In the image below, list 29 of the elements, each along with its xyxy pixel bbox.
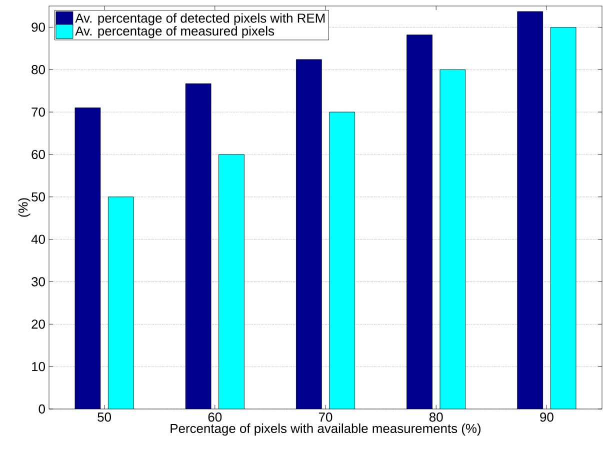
y-tick-label: 90 (32, 22, 45, 32)
bar (517, 11, 544, 409)
bar (550, 27, 576, 409)
x-axis-title: Percentage of pixels with available measurements (%) (170, 424, 480, 436)
y-tick-label: 10 (32, 362, 45, 372)
y-tick-label: 30 (32, 277, 45, 286)
legend-label: Av. percentage of detected pixels with REM (75, 13, 325, 26)
bar (185, 83, 212, 409)
bar (440, 69, 466, 409)
bar (218, 154, 244, 409)
legend-label: Av. percentage of measured pixels (75, 26, 274, 38)
bar (406, 34, 432, 409)
bar (329, 112, 356, 409)
x-tick-label: 50 (98, 412, 111, 422)
y-tick-label: 20 (32, 320, 45, 329)
bar (74, 108, 101, 409)
y-axis-title: (%) (18, 198, 30, 217)
y-tick-label: 80 (32, 65, 45, 74)
y-tick-label: 40 (31, 234, 45, 244)
bar (108, 196, 134, 409)
y-tick-label: 60 (32, 150, 45, 160)
x-tick-label: 80 (429, 412, 443, 422)
x-tick-label: 90 (540, 412, 554, 422)
y-tick-label: 50 (32, 192, 45, 202)
y-tick-label: 0 (38, 404, 45, 414)
y-tick-label: 70 (32, 107, 45, 117)
x-tick-label: 70 (318, 412, 332, 422)
bar (296, 59, 322, 409)
x-tick-label: 60 (208, 412, 222, 422)
